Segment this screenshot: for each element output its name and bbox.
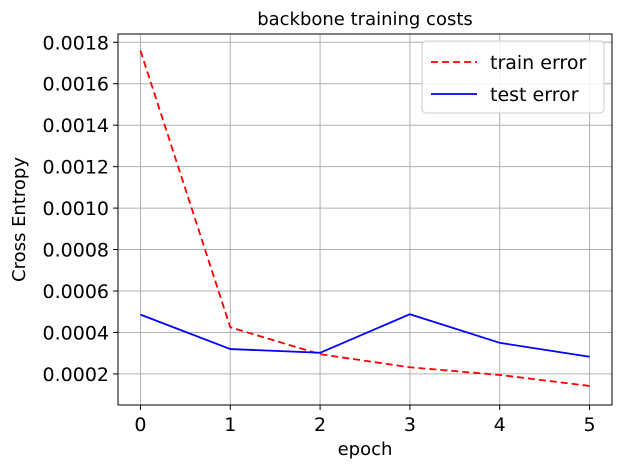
plot-frame [117, 33, 613, 406]
legend: train error test error [421, 40, 605, 114]
x-axis-label: epoch [338, 439, 393, 460]
legend-label-0: train error [490, 52, 586, 74]
y-tick-label: 0.0002 [43, 364, 109, 386]
legend-label-1: test error [490, 84, 579, 106]
x-axis-ticks: 0 1 2 3 4 5 [134, 405, 596, 436]
x-tick-label: 1 [224, 414, 236, 436]
series-line-0 [139, 50, 590, 387]
series-lines [139, 50, 590, 387]
y-tick-label: 0.0004 [43, 322, 109, 344]
y-axis-label: Cross Entropy [9, 157, 30, 282]
x-tick-label: 3 [404, 414, 416, 436]
y-tick-label: 0.0010 [43, 198, 109, 220]
legend-box [421, 40, 605, 114]
x-tick-label: 2 [314, 414, 326, 436]
y-tick-label: 0.0012 [43, 157, 109, 179]
series-line-1 [140, 313, 590, 358]
chart-title: backbone training costs [257, 9, 473, 30]
y-tick-label: 0.0018 [43, 32, 109, 54]
y-tick-label: 0.0006 [43, 281, 109, 303]
y-tick-label: 0.0016 [43, 74, 109, 96]
y-axis-ticks: 0.0002 0.0004 0.0006 0.0008 0.0010 0.0012 0.00… [43, 32, 118, 386]
x-tick-label: 4 [494, 414, 506, 436]
y-tick-label: 0.0008 [43, 240, 109, 262]
x-tick-label: 0 [134, 414, 146, 436]
y-tick-label: 0.0014 [43, 115, 109, 137]
x-tick-label: 5 [583, 414, 595, 436]
